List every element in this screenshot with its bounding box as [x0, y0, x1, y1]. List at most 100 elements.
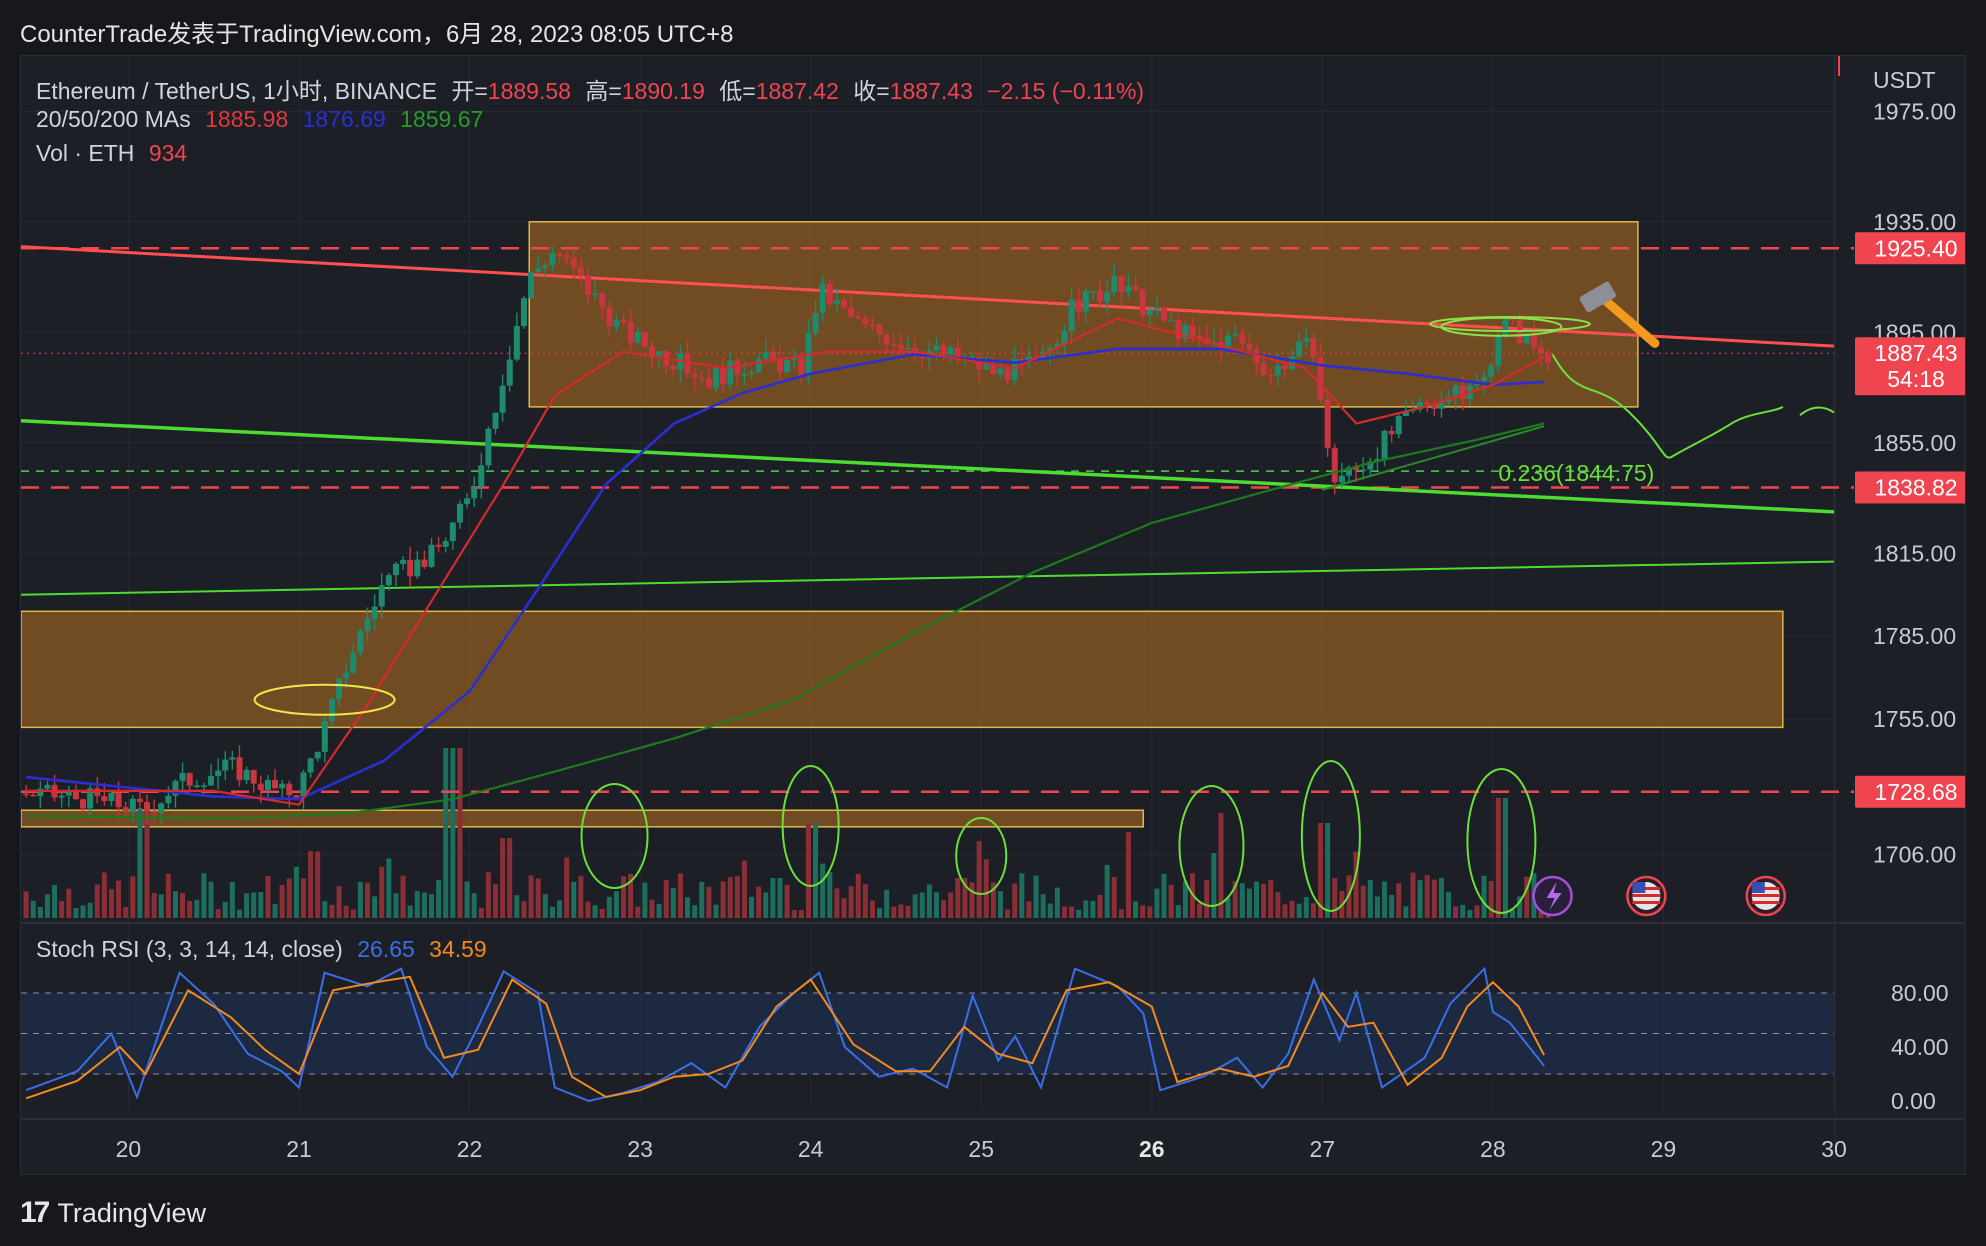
ma200-value: 1859.67: [400, 106, 484, 132]
volume-bar: [1296, 903, 1302, 918]
candle-body: [812, 313, 819, 334]
volume-bar: [1467, 909, 1473, 918]
candle-body: [954, 347, 961, 359]
us-flag-icon: [1632, 894, 1661, 897]
candle-body: [577, 267, 584, 276]
candle-body: [58, 795, 65, 798]
price-chart-svg[interactable]: USDT1975.001935.001895.001855.001815.001…: [21, 56, 1965, 1174]
volume-bar: [1140, 905, 1146, 918]
volume-circle-drawing: [1300, 760, 1361, 912]
candle-body: [485, 428, 492, 466]
y-tick-label: 1755.00: [1873, 706, 1956, 732]
volume-bar: [478, 908, 484, 918]
candle-body: [1082, 291, 1089, 312]
candle-body: [65, 791, 72, 796]
candle-body: [1047, 347, 1054, 352]
candle-body: [222, 759, 229, 771]
candle-body: [1175, 319, 1182, 340]
volume-bar: [820, 863, 826, 918]
volume-bar: [187, 901, 193, 918]
candle-body: [492, 412, 499, 429]
volume-bar: [1332, 878, 1338, 918]
open-value: 1889.58: [487, 78, 571, 104]
volume-bar: [144, 808, 150, 918]
volume-bar: [87, 902, 93, 918]
candle-body: [357, 630, 364, 653]
volume-bar: [663, 879, 669, 918]
tradingview-footer[interactable]: 17 TradingView: [20, 1196, 206, 1230]
volume-bar: [983, 859, 989, 918]
hammer-icon: [1599, 294, 1660, 348]
candle-body: [158, 803, 165, 813]
candle-body: [826, 284, 833, 305]
candle-body: [905, 347, 912, 350]
candle-body: [1097, 290, 1104, 302]
volume-bar: [926, 884, 932, 918]
volume-bar: [564, 857, 570, 918]
volume-bar: [1360, 885, 1366, 918]
candle-body: [556, 253, 563, 256]
volume-bar: [52, 885, 58, 918]
volume-bar: [592, 905, 598, 918]
volume-bar: [1076, 909, 1082, 918]
candle-body: [520, 298, 527, 327]
volume-bar: [1154, 888, 1160, 918]
lightning-icon: [1546, 882, 1562, 910]
candle-body: [855, 316, 862, 319]
volume-bar: [933, 892, 939, 918]
volume-bar: [841, 898, 847, 918]
candle-body: [250, 769, 257, 784]
volume-bar: [727, 877, 733, 918]
volume-bar: [364, 882, 370, 918]
volume-bar: [244, 893, 250, 918]
candle-body: [613, 320, 620, 327]
candle-body: [762, 351, 769, 360]
candle-body: [862, 318, 869, 325]
volume-bar: [919, 892, 925, 918]
volume-bar: [1133, 901, 1139, 918]
volume-bar: [599, 908, 605, 918]
chart-panel[interactable]: USDT 1975.00 1935.00 1895.00 1855.00 1815.00 1…: [20, 55, 1966, 1175]
volume-bar: [165, 873, 171, 918]
volume-bar: [464, 881, 470, 918]
candle-body: [1196, 335, 1203, 339]
volume-bar: [1367, 880, 1373, 918]
candle-body: [983, 363, 990, 370]
volume-bar: [222, 901, 228, 918]
candle-body: [542, 265, 549, 269]
volume-bar: [1125, 832, 1131, 918]
volume-bar: [1410, 872, 1416, 918]
candle-body: [1025, 356, 1032, 362]
candle-body: [208, 776, 215, 786]
volume-bar: [1446, 892, 1452, 918]
candle-body: [769, 351, 776, 360]
x-tick-label: 23: [627, 1136, 653, 1162]
us-flag-icon: [1632, 887, 1661, 890]
volume-circle-drawing: [1178, 785, 1245, 907]
vol-label: Vol · ETH: [36, 140, 135, 166]
us-flag-icon: [1751, 901, 1780, 904]
volume-bar: [528, 875, 534, 918]
volume-bar: [1353, 851, 1359, 918]
volume-bar: [194, 899, 200, 918]
volume-bar: [805, 823, 811, 918]
candle-body: [1018, 359, 1025, 362]
volume-bar: [955, 878, 961, 918]
low-value: 1887.42: [755, 78, 839, 104]
volume-bar: [1239, 883, 1245, 918]
candle-body: [172, 780, 179, 796]
volume-bar: [108, 889, 114, 918]
symbol-name: Ethereum / TetherUS, 1小时, BINANCE: [36, 78, 437, 104]
candle-body: [1125, 286, 1132, 292]
candle-body: [1054, 343, 1061, 348]
volume-bar: [336, 886, 342, 918]
volume-bar: [421, 892, 427, 918]
fib-level-label: 0.236(1844.75): [1498, 460, 1654, 486]
volume-bar: [1538, 907, 1544, 918]
us-flag-icon: [1751, 894, 1780, 897]
candle-body: [1530, 333, 1537, 348]
volume-bar: [272, 904, 278, 918]
hammer-icon: [1579, 281, 1616, 313]
candle-body: [456, 503, 463, 523]
volume-bars: [23, 748, 1551, 918]
